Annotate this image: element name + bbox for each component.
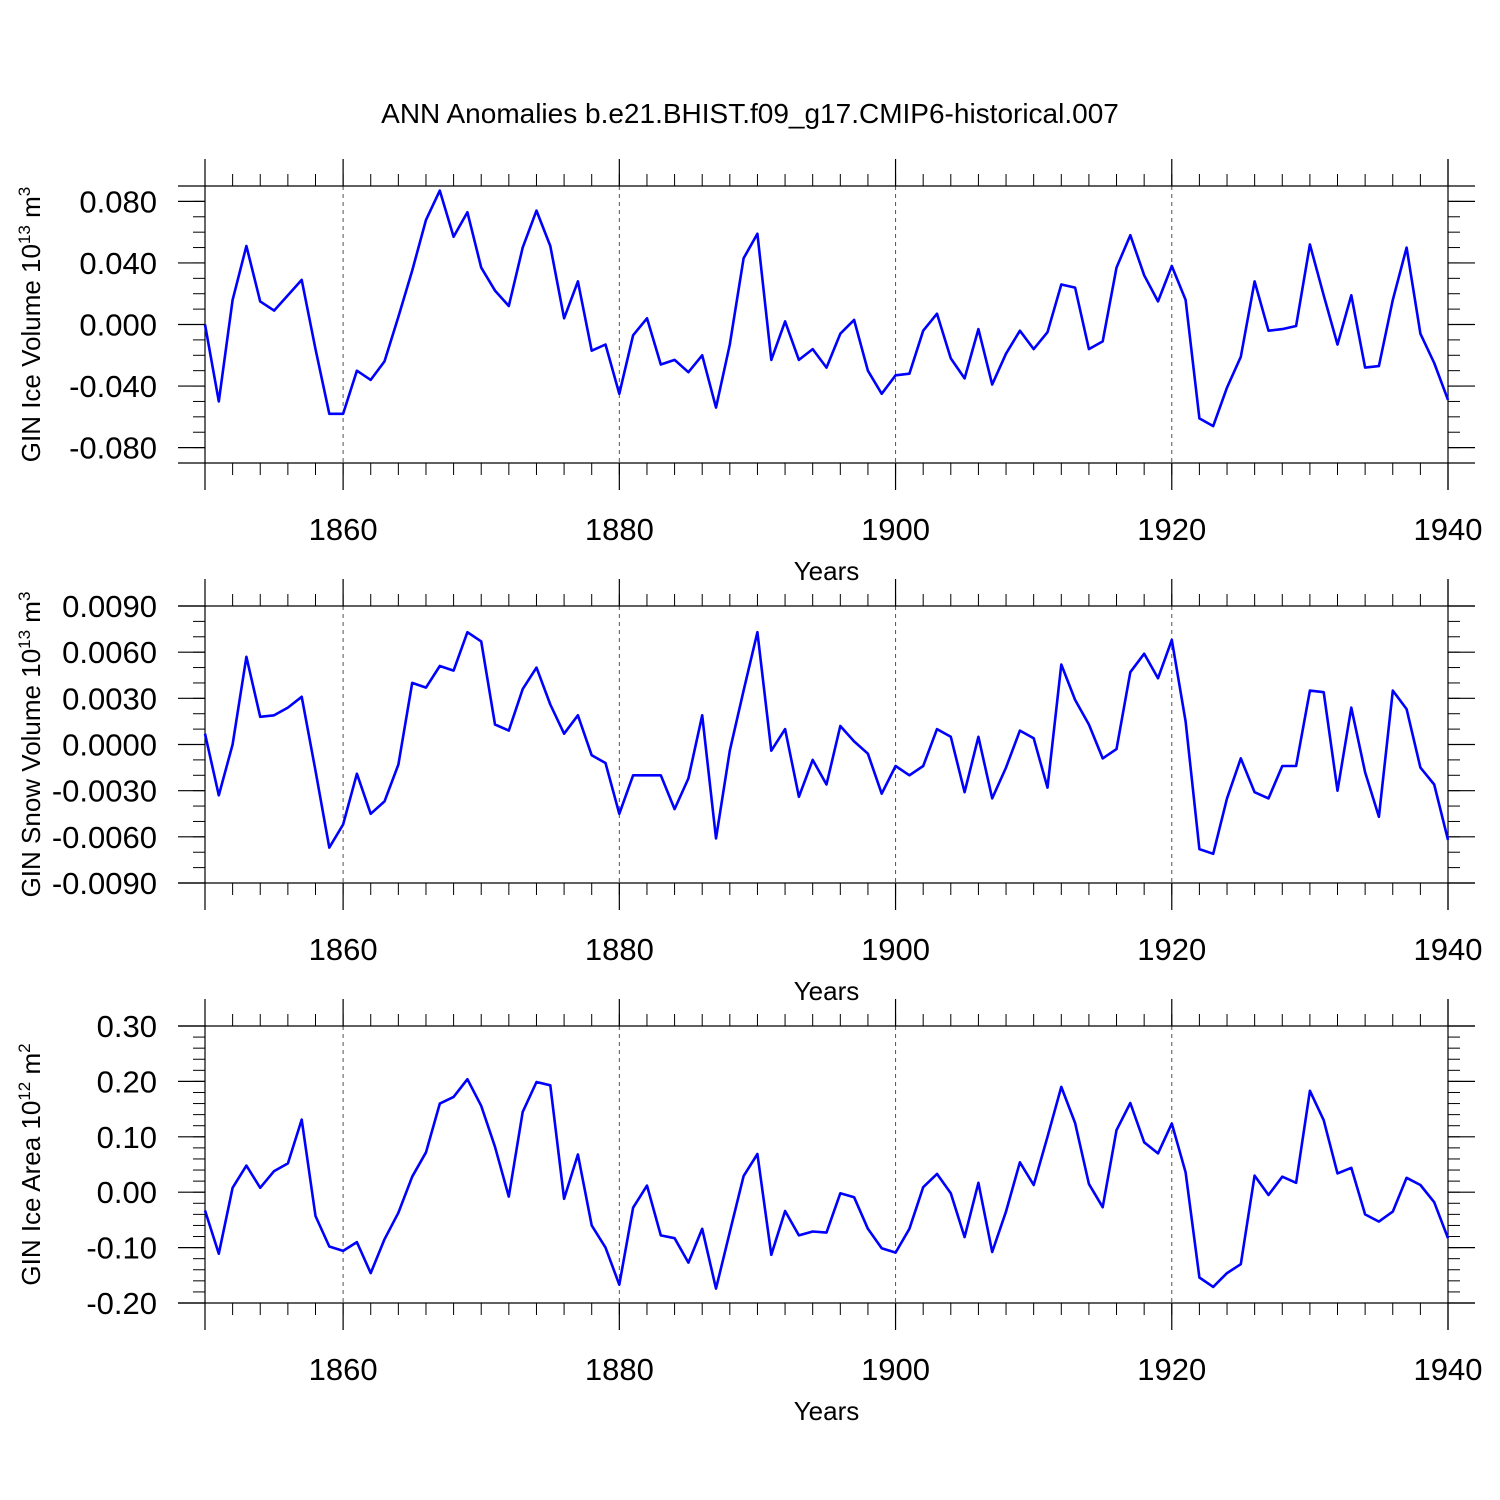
y-tick-label: 0.0090 <box>62 589 157 624</box>
x-axis-label: Years <box>794 976 860 1006</box>
y-axis-label-main: GIN Ice Volume 10 <box>16 244 46 462</box>
y-axis-label-main: GIN Ice Area 10 <box>16 1101 46 1286</box>
y-tick-label: -0.080 <box>69 431 157 466</box>
series-line <box>203 189 1450 428</box>
x-tick-label: 1920 <box>1137 1352 1206 1387</box>
y-axis-label-exponent: 13 <box>15 225 34 244</box>
y-tick-label: 0.0060 <box>62 635 157 670</box>
y-tick-label: 0.20 <box>97 1064 157 1099</box>
panel-3: -0.20 -0.10 0.00 0.10 0.20 0.30 1860 1880 1900 19… <box>15 999 1482 1426</box>
y-axis-label-unit-exponent: 2 <box>15 1043 34 1052</box>
x-tick-label: 1900 <box>861 512 930 547</box>
x-tick-label: 1900 <box>861 932 930 967</box>
y-tick-label: 0.0000 <box>62 728 157 763</box>
y-tick-label: 0.30 <box>97 1009 157 1044</box>
y-axis-label-exponent: 12 <box>15 1082 34 1101</box>
x-tick-label: 1920 <box>1137 512 1206 547</box>
x-tick-label: 1880 <box>585 932 654 967</box>
y-tick-label: -0.10 <box>86 1231 157 1266</box>
y-tick-label: -0.20 <box>86 1286 157 1321</box>
y-axis-label-unit-exponent: 3 <box>15 592 34 601</box>
y-tick-label: -0.040 <box>69 369 157 404</box>
y-tick-label: -0.0030 <box>52 774 157 809</box>
y-axis-label-unit: m <box>16 1053 46 1082</box>
y-axis-label-unit: m <box>16 601 46 630</box>
y-tick-label: -0.0090 <box>52 866 157 901</box>
y-axis-label-unit: m <box>16 196 46 225</box>
y-axis-label: GIN Ice Area 1012 m2 <box>15 1043 46 1285</box>
x-tick-label: 1860 <box>309 512 378 547</box>
x-axis-label: Years <box>794 1396 860 1426</box>
y-axis-label-unit-exponent: 3 <box>15 187 34 196</box>
y-tick-label: 0.10 <box>97 1120 157 1155</box>
panel-2: -0.0090 -0.0060 -0.0030 0.0000 0.0030 0.0060 0… <box>15 579 1482 1006</box>
y-axis-label: GIN Ice Volume 1013 m3 <box>15 187 46 463</box>
x-tick-label: 1860 <box>309 1352 378 1387</box>
x-axis-label: Years <box>794 556 860 586</box>
x-tick-label: 1880 <box>585 1352 654 1387</box>
x-tick-label: 1940 <box>1414 932 1483 967</box>
y-tick-label: 0.080 <box>79 184 157 219</box>
series-line <box>203 1077 1450 1290</box>
x-tick-label: 1900 <box>861 1352 930 1387</box>
x-tick-label: 1920 <box>1137 932 1206 967</box>
y-tick-label: 0.040 <box>79 246 157 281</box>
y-axis-label: GIN Snow Volume 1013 m3 <box>15 592 46 898</box>
series-line <box>203 630 1450 856</box>
y-tick-label: 0.0030 <box>62 681 157 716</box>
x-tick-label: 1880 <box>585 512 654 547</box>
x-tick-label: 1940 <box>1414 1352 1483 1387</box>
y-axis-label-exponent: 13 <box>15 630 34 649</box>
x-tick-label: 1860 <box>309 932 378 967</box>
panel-1: -0.080 -0.040 0.000 0.040 0.080 1860 1880 1900 1… <box>15 159 1482 586</box>
x-tick-label: 1940 <box>1414 512 1483 547</box>
y-axis-label-main: GIN Snow Volume 10 <box>16 649 46 898</box>
y-tick-label: 0.00 <box>97 1175 157 1210</box>
y-tick-label: 0.000 <box>79 308 157 343</box>
y-tick-label: -0.0060 <box>52 820 157 855</box>
chart-title: ANN Anomalies b.e21.BHIST.f09_g17.CMIP6-… <box>381 98 1119 129</box>
